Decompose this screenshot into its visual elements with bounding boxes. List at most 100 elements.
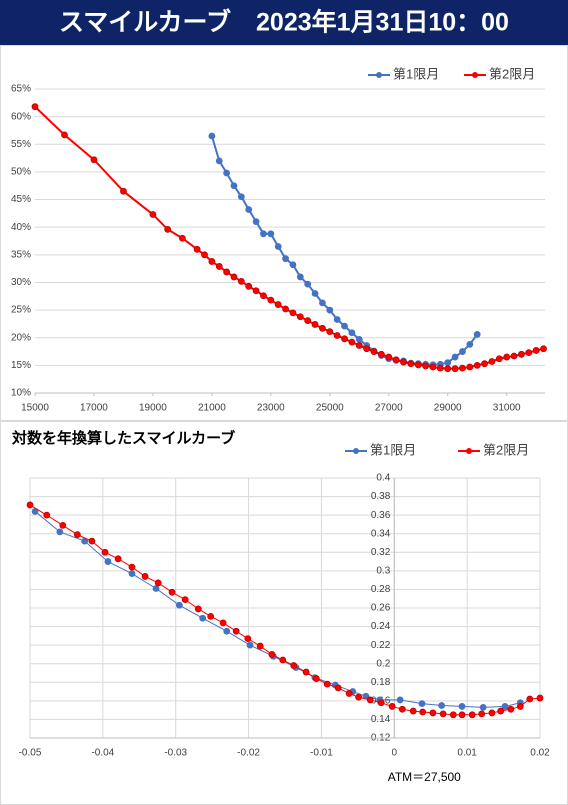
point [154, 579, 162, 587]
point [501, 703, 509, 710]
x-tick-label: 27000 [375, 403, 403, 414]
y-tick-label: 40% [11, 222, 31, 233]
point [274, 243, 282, 250]
x-tick-label: 17000 [80, 403, 108, 414]
chart-frame [0, 421, 568, 805]
point [451, 365, 459, 373]
point [468, 711, 476, 719]
point [311, 321, 319, 328]
point [473, 361, 481, 369]
chart-title: 対数を年換算したスマイルカーブ [11, 429, 235, 447]
point [363, 345, 371, 353]
point [164, 225, 172, 233]
y-tick-label: 25% [11, 305, 31, 316]
point [104, 558, 112, 565]
point [199, 614, 207, 622]
x-tick-label: 0.02 [530, 748, 550, 759]
point [319, 324, 326, 332]
y-tick-label: 50% [11, 167, 31, 178]
point [260, 292, 267, 300]
point [429, 709, 437, 717]
point [296, 313, 304, 321]
annotation: ATM＝27,500 [388, 770, 461, 784]
point [223, 627, 231, 635]
y-tick-label: 0.24 [371, 621, 391, 632]
point [532, 347, 540, 354]
point [385, 353, 393, 361]
y-tick-label: 60% [11, 111, 31, 122]
legend-marker [466, 448, 472, 454]
point [341, 335, 348, 343]
x-tick-label: 23000 [257, 403, 285, 414]
legend-label: 第1限月 [370, 442, 416, 457]
point [449, 711, 457, 719]
point [223, 268, 231, 276]
point [348, 329, 356, 337]
point [319, 299, 326, 307]
point [444, 365, 452, 373]
point [536, 694, 544, 702]
point [289, 261, 297, 269]
point [232, 627, 240, 635]
point [459, 364, 466, 372]
point [497, 707, 505, 715]
point [268, 651, 276, 658]
point [274, 301, 282, 308]
y-tick-label: 20% [11, 332, 31, 343]
x-tick-label: 0 [392, 748, 398, 759]
point [518, 350, 525, 358]
point [43, 511, 51, 519]
point [323, 680, 331, 688]
y-tick-label: 35% [11, 249, 31, 260]
point [355, 342, 363, 349]
y-tick-label: 0.28 [371, 584, 391, 595]
point [458, 703, 466, 710]
point [246, 641, 254, 649]
point [178, 234, 186, 242]
series-line [29, 504, 541, 716]
point [61, 131, 68, 139]
point [302, 668, 310, 676]
y-tick-label: 0.3 [376, 565, 390, 576]
point [326, 328, 334, 336]
point [409, 707, 417, 715]
point [175, 601, 183, 609]
point [479, 703, 487, 711]
point [128, 570, 136, 578]
point [290, 662, 298, 669]
point [396, 696, 404, 704]
x-tick-label: 25000 [316, 403, 344, 414]
point [296, 273, 304, 281]
x-tick-label: -0.04 [91, 748, 114, 759]
point [59, 521, 67, 529]
point [252, 287, 260, 295]
point [326, 306, 334, 314]
y-tick-label: 30% [11, 277, 31, 288]
point [201, 251, 208, 259]
point [473, 331, 481, 338]
point [304, 280, 312, 288]
y-tick-label: 0.18 [371, 677, 391, 688]
point [451, 353, 459, 361]
point [223, 169, 231, 177]
point [355, 335, 363, 343]
point [304, 317, 312, 324]
legend-marker [353, 448, 359, 454]
point [459, 348, 466, 355]
y-tick-label: 0.4 [376, 473, 390, 484]
point [366, 696, 374, 704]
y-tick-label: 55% [11, 139, 31, 150]
point [503, 353, 511, 361]
x-tick-label: -0.03 [164, 748, 187, 759]
point [345, 690, 353, 697]
x-tick-label: 29000 [434, 403, 462, 414]
point [237, 277, 245, 285]
point [419, 708, 427, 716]
y-tick-label: 0.38 [371, 491, 391, 502]
point [193, 245, 201, 253]
point [279, 656, 287, 664]
y-tick-label: 0.34 [371, 528, 391, 539]
point [230, 182, 238, 190]
x-tick-label: 19000 [139, 403, 167, 414]
